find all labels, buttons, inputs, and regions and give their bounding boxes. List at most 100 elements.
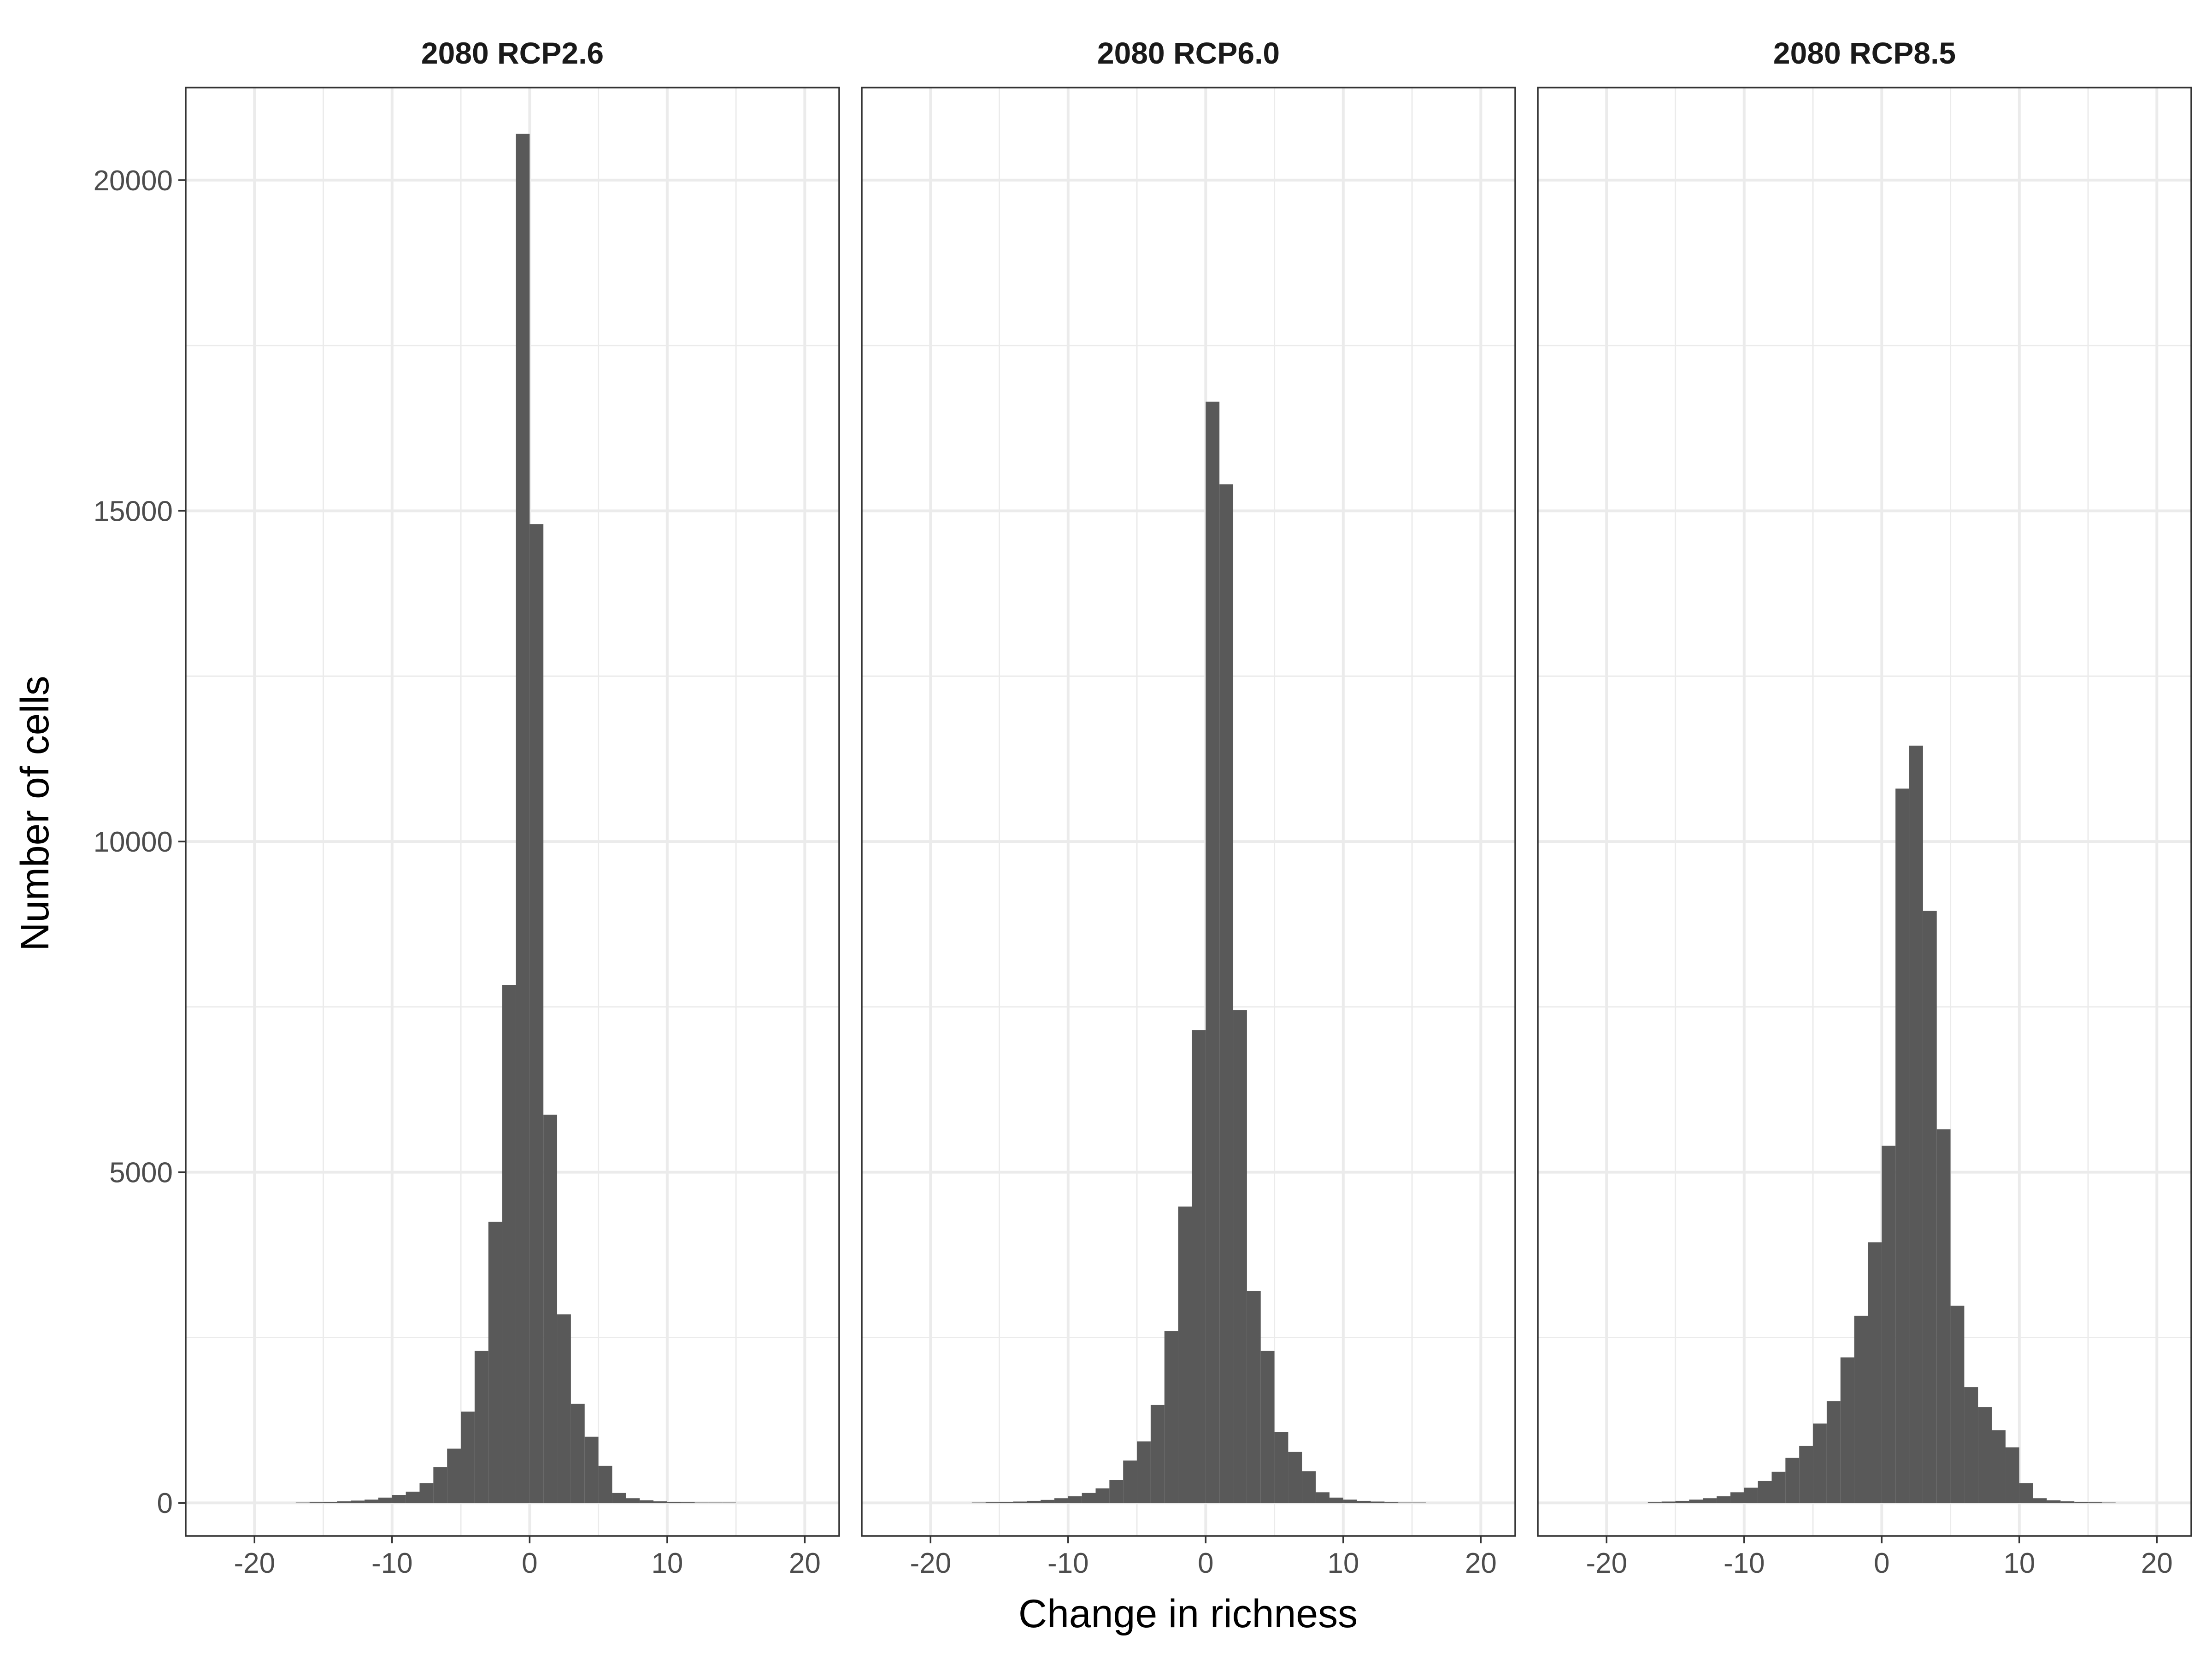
histogram-bar [323,1502,337,1503]
histogram-bar [378,1497,392,1503]
histogram-bar [557,1314,571,1503]
histogram-bar [2005,1447,2019,1503]
histogram-bar [1247,1291,1261,1503]
panel-border [185,87,840,1537]
histogram-bar [1206,401,1220,1503]
y-tick-label: 20000 [94,165,173,197]
histogram-bar [1647,1502,1662,1503]
x-tick-label: 0 [522,1547,537,1579]
histogram-bar [571,1403,585,1503]
histogram-bar [1895,788,1910,1503]
histogram-bar [1964,1387,1978,1503]
histogram-bar [392,1495,406,1503]
histogram-bar [1992,1430,2006,1503]
histogram-bar [406,1491,420,1503]
x-tick-label: 10 [651,1547,683,1579]
histogram-bar [1219,484,1234,1503]
histogram-bar [309,1502,324,1503]
histogram-bar [1950,1306,1965,1503]
y-tick-label: 15000 [94,496,173,528]
x-tick-label: -20 [234,1547,275,1579]
histogram-bar [1095,1488,1110,1503]
panel-background [1538,88,2191,1536]
histogram-bar [1371,1501,1385,1503]
histogram-bar [1316,1492,1330,1503]
facet-panel-2: 2080 RCP6.0 -20 -10 0 10 20 [861,36,1516,1579]
histogram-bar [667,1502,681,1503]
histogram-bar [1661,1501,1676,1503]
facet-title: 2080 RCP8.5 [1773,36,1956,70]
histogram-bar [1384,1502,1399,1503]
histogram-bar [1178,1206,1192,1503]
histogram-bar [1027,1500,1041,1503]
histogram-bar [584,1436,599,1503]
histogram-bar [612,1493,626,1503]
facet-panels: 2080 RCP2.6 -20 -10 0 10 20 2080 RCP6.0 -20 -10 0… [185,36,2192,1579]
histogram-bar [1813,1424,1827,1503]
histogram-bar [1274,1432,1288,1503]
histogram-bars [241,134,819,1503]
histogram-bar [1703,1498,1717,1503]
histogram-bar [1082,1493,1096,1503]
histogram-bar [419,1483,434,1503]
histogram-bar [598,1465,612,1503]
x-tick-label: 20 [1465,1547,1497,1579]
histogram-bar [1054,1498,1068,1503]
histogram-bar [681,1502,695,1503]
y-tick-label: 10000 [94,826,173,858]
panel-border [1537,87,2192,1537]
histogram-bar [1041,1500,1054,1503]
histogram-bar [1799,1446,1813,1503]
histogram-bar [1840,1357,1854,1503]
histogram-bar [1730,1492,1744,1503]
histogram-bar [529,524,544,1503]
histogram-bar [1744,1488,1758,1503]
histogram-bar [2074,1502,2088,1503]
facet-panel-3: 2080 RCP8.5 -20 -10 0 10 20 [1537,36,2192,1579]
y-axis: 0 5000 10000 15000 20000 [94,165,186,1519]
x-tick-label: 0 [1874,1547,1889,1579]
histogram-bar [1137,1441,1151,1503]
histogram-bar [1329,1497,1343,1503]
x-tick-label: -10 [1047,1547,1089,1579]
histogram-bar [2019,1483,2033,1503]
y-tick-label: 0 [157,1488,173,1519]
histogram-bar [461,1412,475,1503]
histogram-bar [2088,1502,2102,1503]
histogram-bar [502,985,516,1503]
histogram-bar [1109,1480,1124,1503]
histogram-bar [1826,1401,1841,1503]
histogram-bar [1868,1242,1882,1503]
facet-title: 2080 RCP2.6 [421,36,604,70]
histogram-bar [1192,1030,1206,1503]
histogram-bar [653,1501,667,1503]
histogram-bar [1357,1500,1371,1503]
histogram-bar [1854,1316,1868,1503]
histogram-bar [365,1500,378,1503]
histogram-bar [433,1467,447,1503]
histogram-bar [1785,1458,1800,1503]
histogram-bar [999,1502,1013,1503]
histogram-bar [1013,1501,1027,1503]
y-axis-title: Number of cells [13,676,57,951]
histogram-bar [1150,1405,1165,1503]
x-tick-label: -20 [1586,1547,1627,1579]
histogram-bar [1771,1471,1786,1503]
histogram-bar [1882,1146,1896,1503]
histogram-bar [337,1501,351,1503]
histogram-bar [2033,1498,2047,1503]
histogram-bar [1260,1351,1275,1503]
histogram-bar [626,1498,640,1503]
x-tick-label: -20 [910,1547,951,1579]
histogram-bar [474,1351,488,1503]
histogram-bar [1302,1471,1316,1503]
histogram-bar [1068,1496,1082,1503]
x-tick-label: 20 [2141,1547,2173,1579]
histogram-bar [1758,1481,1772,1503]
histogram-bar [1923,911,1937,1503]
histogram-bar [488,1222,502,1503]
histogram-bar [1675,1500,1689,1503]
x-tick-label: 20 [789,1547,821,1579]
facet-panel-1: 2080 RCP2.6 -20 -10 0 10 20 [185,36,840,1579]
histogram-bar [447,1448,461,1503]
